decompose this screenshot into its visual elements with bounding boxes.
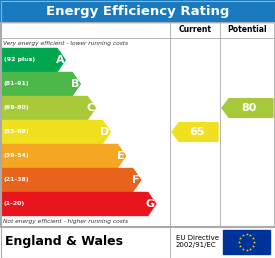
Text: C: C [86,103,94,113]
Text: Not energy efficient - higher running costs: Not energy efficient - higher running co… [3,219,128,223]
Bar [0,22,275,227]
Bar [0,0,275,22]
Text: (92 plus): (92 plus) [4,58,35,62]
Polygon shape [1,96,95,119]
Text: (81-91): (81-91) [4,82,30,86]
Text: Very energy efficient - lower running costs: Very energy efficient - lower running co… [3,41,128,45]
Text: (21-38): (21-38) [4,178,30,182]
Text: F: F [132,175,140,185]
Text: Potential: Potential [228,26,267,35]
Text: G: G [146,199,155,209]
Text: 80: 80 [242,103,257,113]
Text: E: E [117,151,125,161]
Text: England & Wales: England & Wales [5,236,123,248]
Polygon shape [1,168,141,191]
Polygon shape [172,123,218,141]
Polygon shape [1,72,80,95]
Polygon shape [222,99,273,117]
Text: (39-54): (39-54) [4,154,30,158]
Text: EU Directive
2002/91/EC: EU Directive 2002/91/EC [176,236,219,248]
Polygon shape [1,192,156,215]
Text: Energy Efficiency Rating: Energy Efficiency Rating [46,4,229,18]
Polygon shape [1,120,111,143]
Text: (1-20): (1-20) [4,201,25,206]
Text: (55-68): (55-68) [4,130,30,134]
Polygon shape [1,49,65,71]
Text: D: D [100,127,109,137]
Text: Current: Current [178,26,211,35]
Polygon shape [1,144,126,167]
Text: (69-80): (69-80) [4,106,29,110]
Text: A: A [56,55,64,65]
Bar [223,230,270,254]
Text: B: B [71,79,79,89]
Text: 65: 65 [189,127,205,137]
